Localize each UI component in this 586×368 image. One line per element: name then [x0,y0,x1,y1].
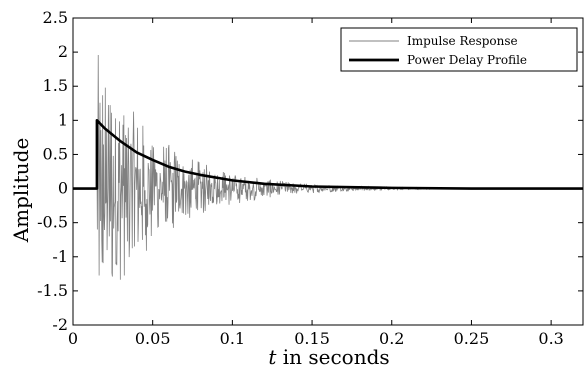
y-tick-label: -1 [52,247,68,266]
y-tick-label: 1 [58,110,68,129]
y-tick-label: 2.5 [43,8,68,27]
series-power-delay-profile [73,119,583,190]
plot-frame [72,17,584,326]
y-tick-label: 0.5 [43,144,68,163]
legend-label: Power Delay Profile [407,53,527,67]
x-tick-label: 0 [68,329,78,348]
x-tick-label: 0.2 [379,329,404,348]
x-tick-label: 0.1 [220,329,245,348]
y-axis-label: Amplitude [9,138,33,244]
y-tick-label: -0.5 [37,213,68,232]
x-tick-label: 0.05 [135,329,171,348]
y-tick-label: 2 [58,42,68,61]
x-axis-label: t in seconds [268,345,389,368]
y-tick-label: 1.5 [43,76,68,95]
y-tick-label: -2 [52,315,68,334]
x-tick-label: 0.3 [538,329,563,348]
x-axis-label-text: in seconds [276,345,389,368]
legend-box [340,27,578,72]
x-tick-label: 0.15 [294,329,330,348]
x-tick-label: 0.25 [454,329,490,348]
legend: Impulse Response Power Delay Profile [340,27,578,72]
x-axis-label-variable: t [268,345,277,368]
y-tick-label: -1.5 [37,281,68,300]
legend-label: Impulse Response [407,34,518,48]
y-tick-label: 0 [58,179,68,198]
axis-ticks: 0 0.05 0.1 0.15 0.2 0.25 0.3 -2 -1.5 -1 -0.5 0 0.5 1 1… [37,8,583,348]
series-impulse-response [73,55,584,280]
plot-area [72,17,584,326]
